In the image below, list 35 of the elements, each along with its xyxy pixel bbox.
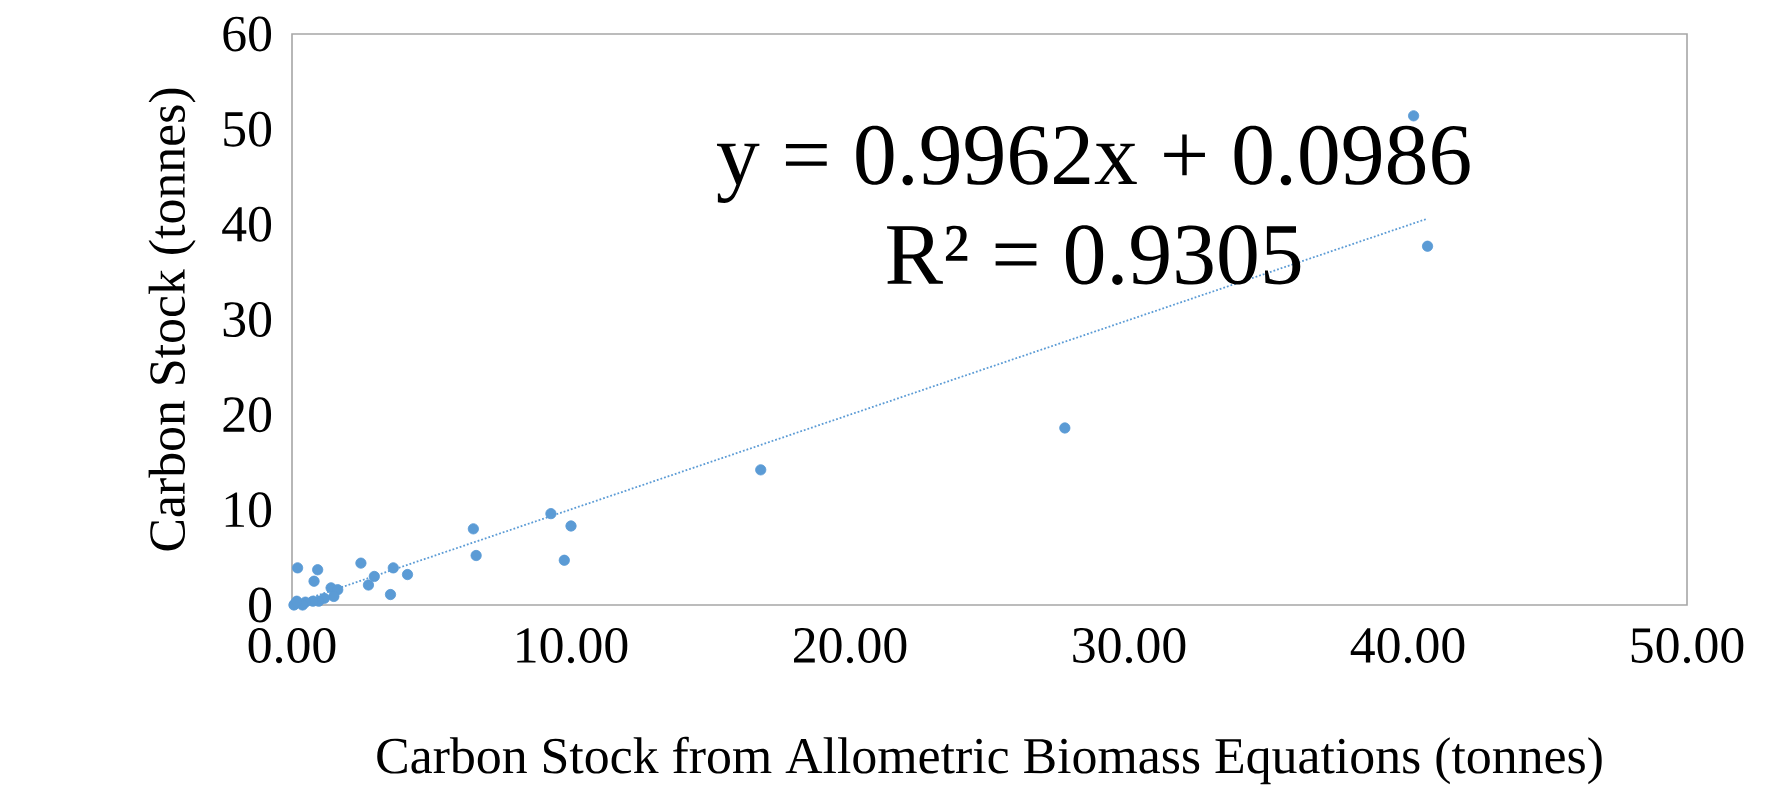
point (470, 549, 482, 562)
y-tick-label: 60 (223, 16, 272, 52)
y-tick-label: 30 (223, 302, 272, 337)
point (545, 508, 557, 520)
x-tick-label: 0.00 (248, 627, 336, 664)
point (755, 464, 767, 476)
point (467, 523, 479, 535)
point (355, 557, 367, 569)
point (292, 562, 304, 574)
y-tick-label: 20 (223, 397, 272, 433)
point (362, 579, 375, 591)
x-tick-label: 10.00 (517, 627, 628, 664)
point (401, 568, 414, 581)
point (308, 575, 320, 587)
point (1421, 240, 1434, 252)
point (565, 520, 577, 532)
y-axis-title: Carbon Stock (tonnes) (148, 88, 196, 551)
point (384, 588, 397, 601)
y-tick-label: 10 (225, 492, 272, 528)
y-tick-label: 40 (222, 206, 272, 242)
annotation: R² = 0.9305 (887, 225, 1301, 285)
point (558, 554, 570, 566)
x-tick-label: 50.00 (1631, 627, 1744, 664)
y-tick-label: 50 (224, 111, 272, 147)
x-tick-label: 30.00 (1073, 627, 1186, 664)
x-axis-title: Carbon Stock from Allometric Biomass Equations (tonnes) (377, 736, 1602, 785)
x-tick-label: 40.00 (1350, 627, 1465, 664)
x-tick-label: 20.00 (794, 627, 907, 664)
point (312, 564, 324, 576)
point (387, 562, 399, 574)
point (1408, 110, 1420, 122)
annotation: y = 0.9962x + 0.0986 (716, 125, 1470, 203)
y-tick-label: 0 (249, 587, 272, 623)
point (1059, 422, 1071, 434)
point (368, 570, 380, 583)
